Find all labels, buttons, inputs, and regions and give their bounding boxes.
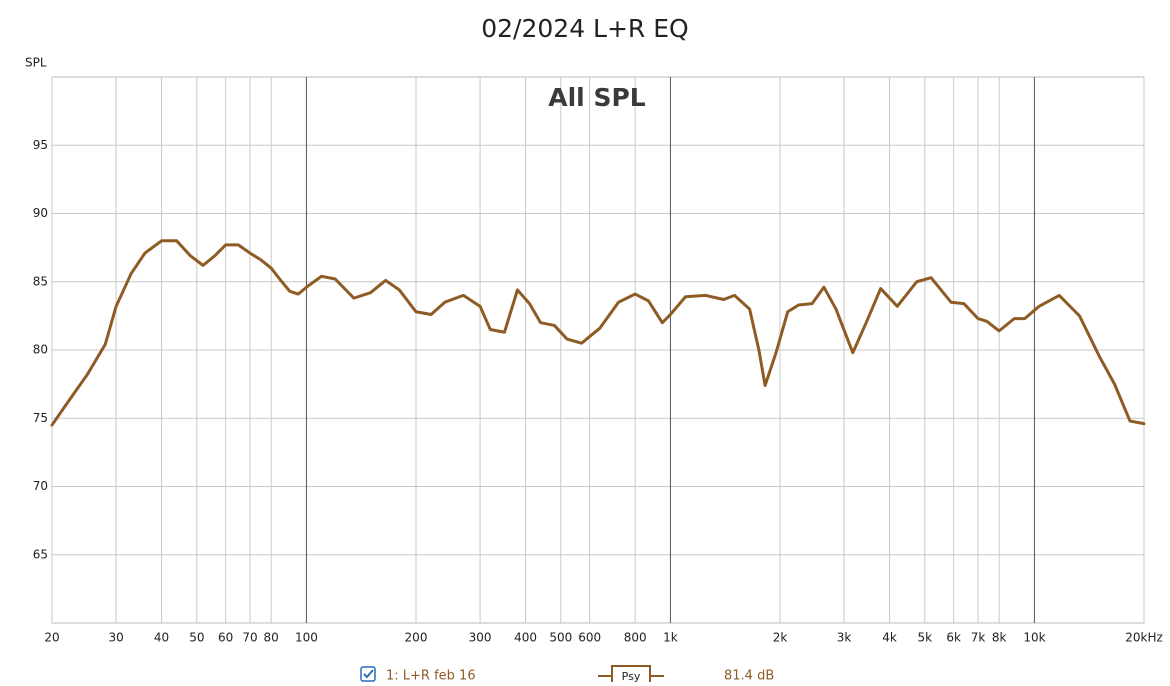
x-tick-label: 2k [773,631,788,645]
check-mark [363,669,374,679]
x-tick-label: 8k [992,631,1007,645]
legend-smoothing-box [611,665,651,686]
legend-smoothing: Psy [622,670,641,682]
x-tick-label: 200 [405,631,428,645]
y-tick-label: 75 [33,411,48,425]
y-tick-label: 80 [33,343,48,357]
x-tick-label: 1k [663,631,678,645]
y-tick-label: 65 [33,547,48,561]
x-tick-label: 300 [469,631,492,645]
y-tick-label: 85 [33,274,48,288]
x-tick-label: 40 [154,631,169,645]
x-tick-label: 6k [946,631,961,645]
x-tick-label: 30 [108,631,123,645]
y-tick-label: 90 [33,206,48,220]
legend: 1: L+R feb 16 Psy 81.4 dB [360,665,774,686]
x-tick-label: 80 [264,631,279,645]
x-tick-label: 7k [971,631,986,645]
x-tick-label: 5k [918,631,933,645]
y-tick-label: 70 [33,479,48,493]
x-tick-label: 70 [242,631,257,645]
x-tick-label: 4k [882,631,897,645]
x-tick-label: 20kHz [1125,631,1163,645]
legend-readout: 81.4 dB [724,669,774,683]
x-tick-label: 400 [514,631,537,645]
annotation: All SPL [548,83,646,112]
x-tick-label: 800 [624,631,647,645]
legend-label: 1: L+R feb 16 [386,669,476,683]
y-axis-label: SPL [25,56,47,70]
legend-checkbox[interactable] [360,666,376,682]
x-tick-label: 50 [189,631,204,645]
x-tick-label: 100 [295,631,318,645]
x-tick-label: 3k [837,631,852,645]
x-tick-label: 10k [1023,631,1045,645]
x-tick-label: 60 [218,631,233,645]
x-tick-label: 20 [44,631,59,645]
plot-area: 65 70 75 80 85 90 95 20 30 40 50 60 70 80 100 200 300 400… [33,76,1163,645]
y-tick-label: 95 [33,138,48,152]
chart-title: 02/2024 L+R EQ [481,14,688,43]
x-tick-label: 600 [578,631,601,645]
x-tick-label: 500 [549,631,572,645]
data-line [50,239,1146,427]
